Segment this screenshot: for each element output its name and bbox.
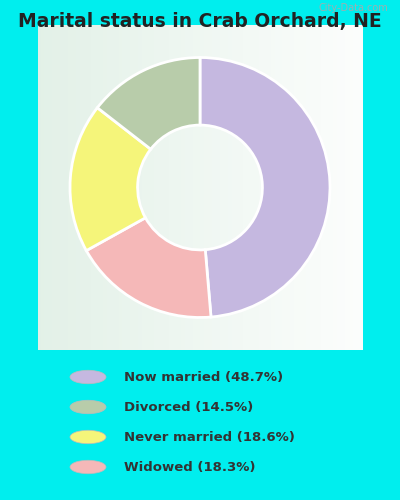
- Circle shape: [70, 430, 106, 444]
- Text: Never married (18.6%): Never married (18.6%): [124, 430, 295, 444]
- Circle shape: [70, 400, 106, 414]
- Wedge shape: [70, 108, 151, 251]
- Text: City-Data.com: City-Data.com: [319, 3, 388, 13]
- Wedge shape: [200, 58, 330, 317]
- Text: Widowed (18.3%): Widowed (18.3%): [124, 460, 256, 473]
- Wedge shape: [97, 58, 200, 149]
- Text: Marital status in Crab Orchard, NE: Marital status in Crab Orchard, NE: [18, 12, 382, 32]
- Text: Now married (48.7%): Now married (48.7%): [124, 370, 283, 384]
- Circle shape: [70, 370, 106, 384]
- Wedge shape: [86, 218, 211, 318]
- Text: Divorced (14.5%): Divorced (14.5%): [124, 400, 253, 413]
- Circle shape: [70, 460, 106, 474]
